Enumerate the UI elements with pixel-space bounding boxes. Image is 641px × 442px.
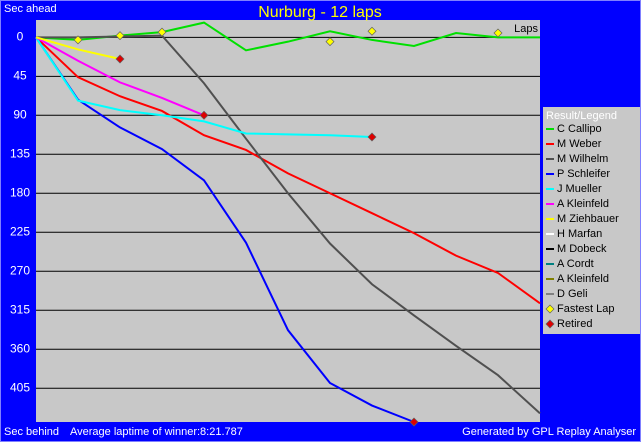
legend-label: A Kleinfeld — [557, 198, 609, 210]
legend-label: P Schleifer — [557, 168, 610, 180]
series-line — [35, 36, 205, 117]
marker — [367, 132, 377, 142]
marker — [409, 417, 419, 427]
legend-title: Result/Legend — [546, 110, 617, 122]
marker — [367, 26, 377, 36]
y-label-top: Sec ahead — [4, 3, 57, 15]
legend-label: Fastest Lap — [557, 303, 614, 315]
series-line — [35, 36, 373, 138]
series-line — [35, 36, 541, 305]
y-tick-label: 180 — [10, 185, 30, 199]
legend-label: M Dobeck — [557, 243, 607, 255]
legend-label: C Callipo — [557, 123, 602, 135]
y-tick-label: 405 — [10, 380, 30, 394]
y-tick-label: 315 — [10, 302, 30, 316]
legend-label: M Wilhelm — [557, 153, 608, 165]
marker — [73, 35, 83, 45]
legend-label: Retired — [557, 318, 592, 330]
marker — [115, 31, 125, 41]
legend — [543, 107, 640, 334]
series-line — [35, 36, 415, 423]
x-label: Laps — [514, 23, 538, 35]
y-label-bottom: Sec behind — [4, 426, 59, 438]
y-tick-label: 0 — [17, 29, 24, 43]
marker — [115, 54, 125, 64]
y-tick-label: 225 — [10, 224, 30, 238]
marker — [493, 28, 503, 38]
legend-label: D Geli — [557, 288, 588, 300]
series-line — [35, 36, 121, 60]
y-tick-label: 360 — [10, 341, 30, 355]
y-tick-label: 270 — [10, 263, 30, 277]
chart-title: Nurburg - 12 laps — [258, 4, 382, 21]
legend-swatch — [545, 304, 555, 314]
marker — [157, 27, 167, 37]
plot-area — [36, 20, 540, 422]
y-tick-label: 135 — [10, 146, 30, 160]
legend-label: M Ziehbauer — [557, 213, 619, 225]
legend-swatch — [545, 319, 555, 329]
legend-label: M Weber — [557, 138, 602, 150]
legend-label: A Cordt — [557, 258, 594, 270]
y-tick-label: 90 — [13, 107, 27, 121]
footer-left: Average laptime of winner:8:21.787 — [70, 426, 243, 438]
y-tick-label: 45 — [13, 68, 27, 82]
marker — [325, 37, 335, 47]
legend-label: J Mueller — [557, 183, 602, 195]
legend-label: H Marfan — [557, 228, 602, 240]
footer-right: Generated by GPL Replay Analyser — [462, 426, 636, 438]
legend-label: A Kleinfeld — [557, 273, 609, 285]
marker — [199, 110, 209, 120]
